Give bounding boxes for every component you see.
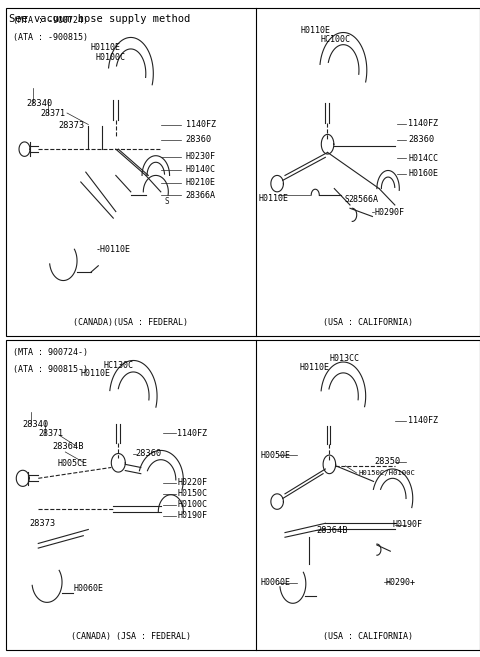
Text: (ATA : -900815): (ATA : -900815) [13,33,88,42]
Bar [6,8,480,336]
Text: H0110E: H0110E [300,363,330,372]
Text: H0110E: H0110E [81,369,111,378]
Text: H0160E: H0160E [408,170,438,178]
Text: 28364B: 28364B [316,526,348,535]
Text: 1140FZ: 1140FZ [408,417,438,426]
Text: H0060E: H0060E [260,578,290,587]
Text: (USA : CALIFORNIA): (USA : CALIFORNIA) [323,632,413,641]
Text: H0230F: H0230F [186,152,216,161]
Text: H0150C/H0100C: H0150C/H0100C [359,470,416,476]
Text: 28373: 28373 [58,121,84,129]
Text: HC100C: HC100C [321,35,351,43]
Text: (MTA : -900724): (MTA : -900724) [13,16,88,25]
Text: H013CC: H013CC [330,354,360,363]
Text: 28371: 28371 [41,109,66,118]
Text: H0110E: H0110E [259,194,288,203]
Text: S: S [165,197,169,206]
Text: (ATA : 900815-): (ATA : 900815-) [13,365,88,374]
Text: (MTA : 900724-): (MTA : 900724-) [13,348,88,357]
Text: (USA : CALIFORNIA): (USA : CALIFORNIA) [323,317,413,327]
Text: H0290+: H0290+ [386,578,416,587]
Text: 28566A: 28566A [349,194,379,204]
Text: -H0110E: -H0110E [96,245,131,254]
Text: H0140C: H0140C [186,166,216,174]
Text: 28371: 28371 [38,430,63,438]
Text: H0050E: H0050E [260,451,290,459]
Text: See vacuum hose supply method: See vacuum hose supply method [9,14,190,24]
Text: 28360: 28360 [186,135,212,145]
Text: 1140FZ: 1140FZ [186,120,216,129]
Text: H0110E: H0110E [300,26,331,35]
Text: H0110E: H0110E [91,43,121,53]
Text: 28340: 28340 [26,99,52,108]
Text: 28360: 28360 [408,135,434,145]
Text: 28366A: 28366A [186,191,216,200]
Bar [6,340,480,650]
Text: H0100C: H0100C [96,53,126,62]
Text: H0100C: H0100C [177,500,207,509]
Text: (CANADA) (JSA : FEDERAL): (CANADA) (JSA : FEDERAL) [71,632,191,641]
Text: H005CE: H005CE [57,459,87,468]
Text: 1140FZ: 1140FZ [408,119,438,128]
Text: H014CC: H014CC [408,154,438,162]
Text: 28350: 28350 [375,457,401,466]
Text: H0210E: H0210E [186,178,216,187]
Text: H0290F: H0290F [375,208,405,217]
Text: 28360: 28360 [136,449,162,458]
Text: H0060E: H0060E [73,584,103,593]
Text: 1140FZ: 1140FZ [177,429,207,438]
Text: H0220F: H0220F [177,478,207,487]
Text: HC130C: HC130C [103,361,133,371]
Text: H0190F: H0190F [177,511,207,520]
Text: S: S [344,194,349,204]
Text: H0150C: H0150C [177,489,207,498]
Text: H0190F: H0190F [393,520,422,530]
Text: (CANADA)(USA : FEDERAL): (CANADA)(USA : FEDERAL) [73,317,188,327]
Text: 28340: 28340 [23,420,49,428]
Text: 28373: 28373 [29,520,56,528]
Text: 28364B: 28364B [52,442,84,451]
